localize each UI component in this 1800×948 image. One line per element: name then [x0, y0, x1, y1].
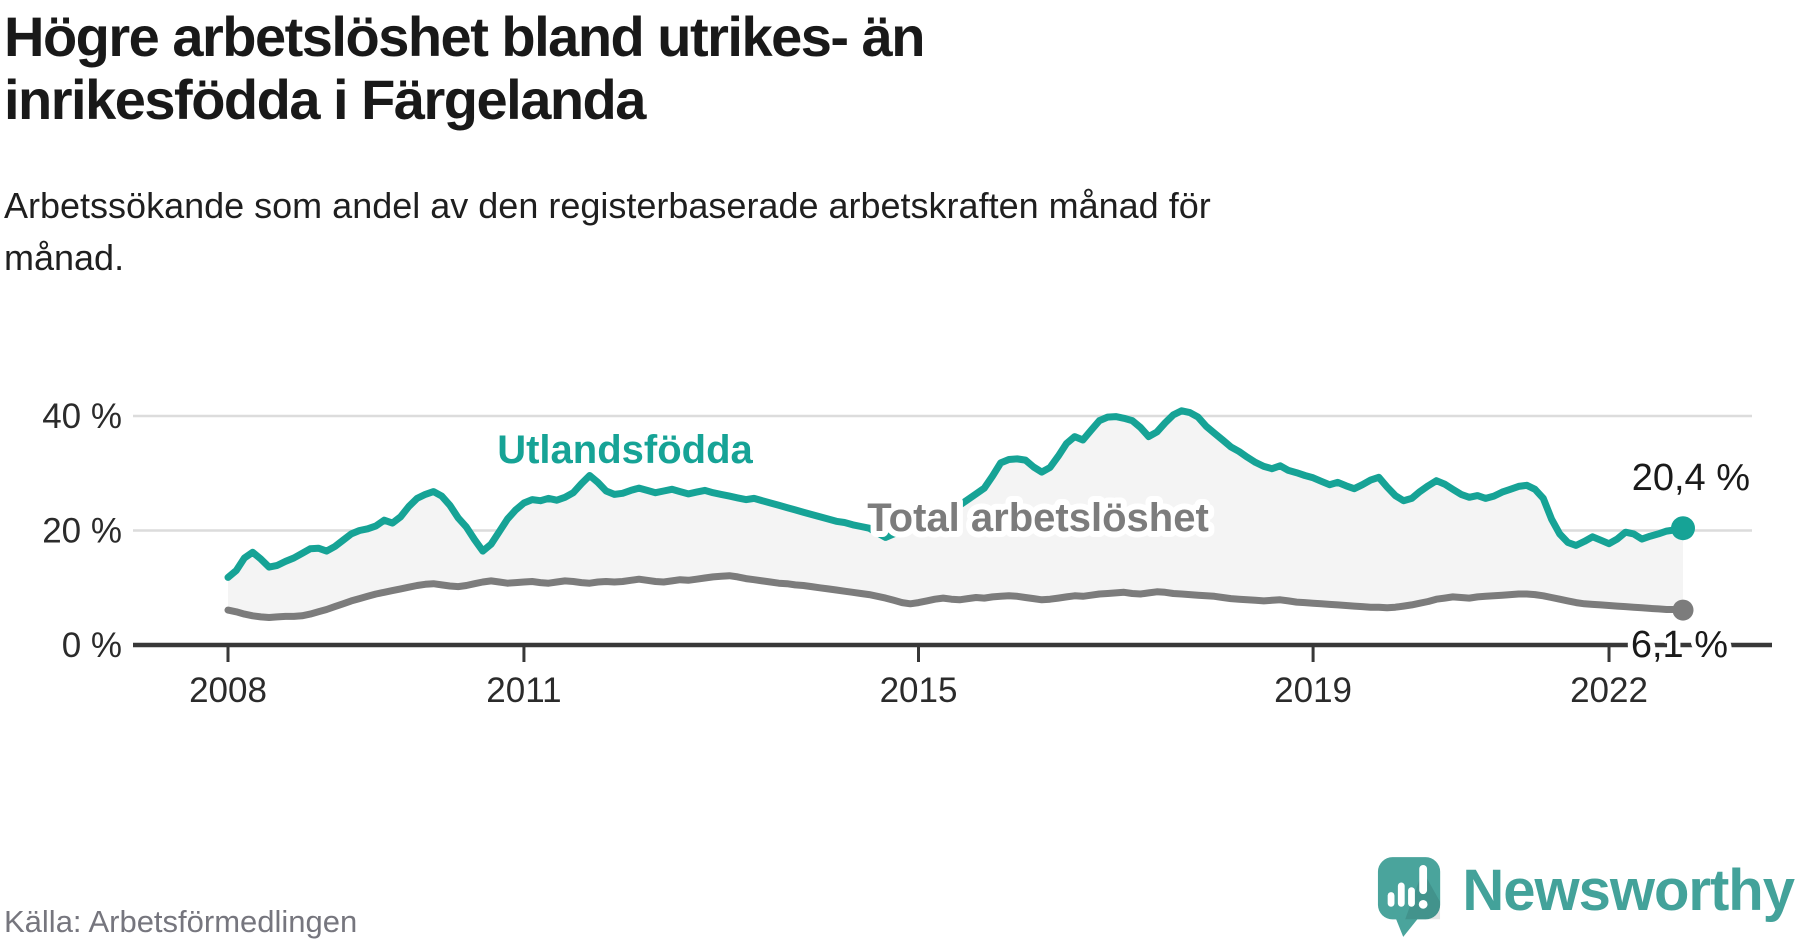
logo-exclamation-icon — [1419, 864, 1428, 909]
end-value-label-total-arbetsloshet: 6,1 % — [1631, 624, 1728, 666]
y-tick-label-0: 0 % — [62, 626, 122, 665]
x-tick-label-2008: 2008 — [189, 671, 267, 710]
end-value-label-utlandsfodda: 20,4 % — [1632, 457, 1750, 499]
newsworthy-logo: Newsworthy — [1376, 854, 1795, 942]
y-tick-label-20: 20 % — [42, 512, 122, 551]
x-tick-label-2011: 2011 — [486, 671, 561, 710]
logo-bar-chart-icon — [1388, 882, 1416, 907]
newsworthy-logo-text: Newsworthy — [1462, 857, 1795, 923]
source-note: Källa: Arbetsförmedlingen — [4, 904, 358, 939]
page-subtitle-line-2: månad. — [4, 237, 125, 279]
newsworthy-logo-icon — [1378, 857, 1441, 937]
x-tick-label-2022: 2022 — [1570, 671, 1648, 710]
y-tick-label-40: 40 % — [42, 397, 122, 436]
series-label-utlandsfodda: Utlandsfödda — [497, 428, 753, 472]
endpoint-dot-utlandsfodda — [1671, 516, 1695, 541]
series-line-total-arbetsloshet — [224, 572, 1687, 621]
page-title-line-2: inrikesfödda i Färgelanda — [4, 67, 646, 131]
series-label-total-arbetsloshet: Total arbetslöshet — [867, 496, 1209, 540]
series-fill-area — [228, 410, 1683, 618]
page-subtitle: Arbetssökande som andel av den registerb… — [4, 180, 1211, 284]
x-tick-label-2019: 2019 — [1274, 671, 1352, 710]
page-title-line-1: Högre arbetslöshet bland utrikes- än — [4, 5, 925, 68]
endpoint-dot-total-arbetsloshet — [1672, 599, 1694, 621]
series-line-utlandsfodda — [224, 407, 1687, 581]
page-title: Högre arbetslöshet bland utrikes- än inr… — [4, 5, 925, 131]
page-subtitle-line-1: Arbetssökande som andel av den registerb… — [4, 185, 1211, 226]
x-tick-label-2015: 2015 — [880, 671, 958, 710]
